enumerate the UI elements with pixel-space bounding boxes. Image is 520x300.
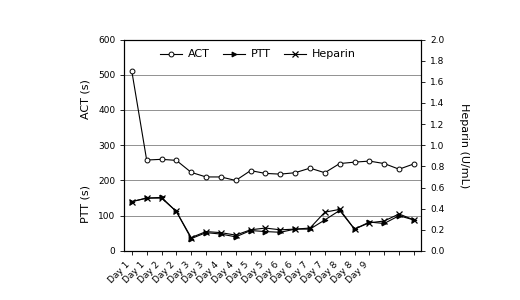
PTT bbox=[381, 222, 387, 225]
Heparin bbox=[277, 228, 283, 232]
ACT bbox=[173, 159, 179, 162]
Heparin bbox=[262, 226, 268, 230]
Line: Heparin: Heparin bbox=[129, 195, 417, 240]
PTT bbox=[352, 227, 358, 231]
ACT bbox=[248, 169, 254, 172]
PTT bbox=[159, 196, 165, 199]
ACT bbox=[144, 158, 150, 162]
Y-axis label: Heparin (U/mL): Heparin (U/mL) bbox=[459, 103, 469, 188]
Heparin bbox=[396, 212, 402, 216]
PTT bbox=[203, 231, 209, 234]
PTT bbox=[366, 220, 372, 224]
PTT bbox=[307, 227, 313, 231]
Heparin bbox=[128, 200, 135, 203]
Heparin bbox=[203, 230, 209, 233]
Heparin bbox=[366, 221, 372, 225]
ACT bbox=[352, 160, 358, 164]
Line: PTT: PTT bbox=[129, 195, 417, 241]
Heparin bbox=[352, 227, 358, 231]
PTT bbox=[248, 229, 254, 232]
PTT bbox=[277, 230, 283, 234]
Legend: ACT, PTT, Heparin: ACT, PTT, Heparin bbox=[155, 45, 360, 64]
PTT bbox=[336, 208, 343, 212]
Heparin bbox=[292, 227, 298, 231]
ACT bbox=[277, 172, 283, 176]
ACT bbox=[396, 167, 402, 171]
Heparin bbox=[307, 226, 313, 230]
ACT bbox=[411, 162, 417, 166]
PTT bbox=[262, 230, 268, 233]
ACT bbox=[366, 159, 372, 163]
Heparin bbox=[144, 196, 150, 200]
PTT bbox=[292, 227, 298, 231]
ACT bbox=[292, 171, 298, 175]
Heparin bbox=[336, 208, 343, 211]
Heparin bbox=[232, 233, 239, 237]
ACT bbox=[381, 162, 387, 165]
Heparin bbox=[159, 196, 165, 200]
PTT bbox=[218, 232, 224, 236]
ACT bbox=[188, 171, 194, 174]
PTT bbox=[128, 200, 135, 203]
ACT bbox=[322, 171, 328, 175]
PTT bbox=[144, 196, 150, 200]
ACT bbox=[128, 69, 135, 73]
Heparin bbox=[188, 236, 194, 239]
Heparin bbox=[248, 228, 254, 232]
PTT bbox=[232, 235, 239, 239]
ACT bbox=[218, 175, 224, 179]
PTT bbox=[322, 218, 328, 222]
ACT bbox=[203, 175, 209, 179]
ACT bbox=[232, 179, 239, 182]
ACT bbox=[336, 162, 343, 165]
ACT bbox=[159, 158, 165, 161]
PTT bbox=[188, 237, 194, 240]
Heparin bbox=[218, 231, 224, 234]
PTT bbox=[411, 218, 417, 222]
Heparin bbox=[411, 218, 417, 222]
PTT bbox=[173, 210, 179, 213]
Heparin bbox=[173, 210, 179, 213]
ACT bbox=[262, 172, 268, 175]
Line: ACT: ACT bbox=[129, 69, 417, 183]
PTT bbox=[396, 214, 402, 217]
Heparin bbox=[322, 210, 328, 214]
Text: ACT (s): ACT (s) bbox=[81, 79, 91, 118]
Heparin bbox=[381, 219, 387, 223]
ACT bbox=[307, 166, 313, 170]
Text: PTT (s): PTT (s) bbox=[81, 185, 91, 224]
